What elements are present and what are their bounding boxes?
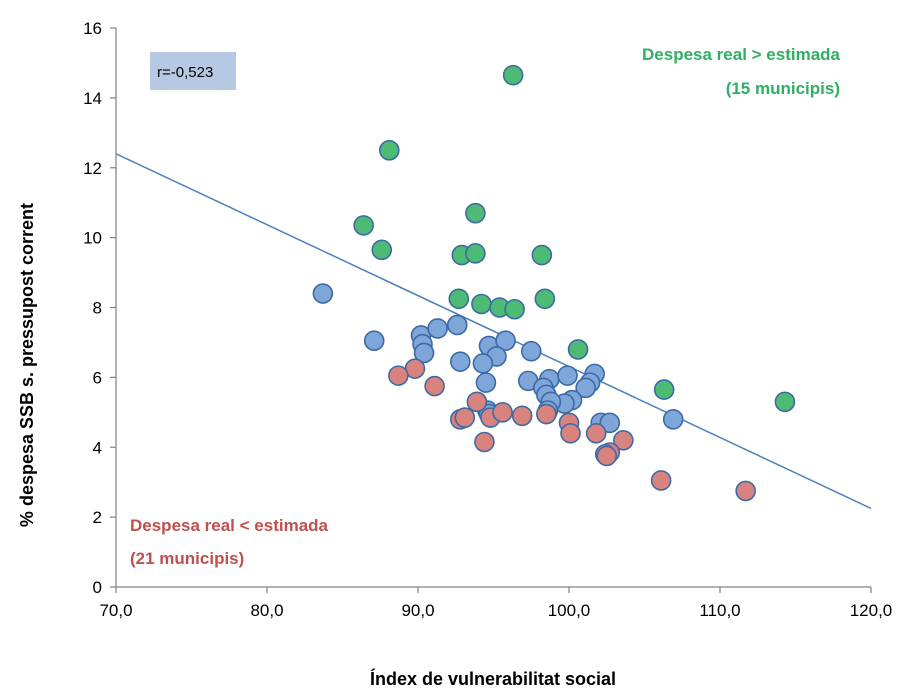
x-tick-label: 120,0 — [850, 601, 893, 620]
y-tick-label: 16 — [83, 19, 102, 38]
x-tick-label: 70,0 — [99, 601, 132, 620]
data-point-below — [474, 431, 495, 453]
data-point-below — [613, 429, 634, 451]
data-point-below — [466, 391, 488, 413]
y-tick-label: 14 — [83, 89, 102, 108]
data-point-near — [557, 365, 578, 386]
data-point-above — [653, 379, 675, 400]
y-tick-label: 0 — [93, 578, 102, 597]
data-point-above — [504, 298, 525, 320]
data-point-below — [424, 375, 445, 397]
annotation-below-line1: Despesa real < estimada — [130, 516, 329, 535]
x-tick-labels: 70,0 80,0 90,0 100,0 110,0 120,0 — [99, 587, 892, 620]
data-point-above — [379, 139, 400, 161]
annotation-above-line1: Despesa real > estimada — [642, 45, 841, 64]
data-point-above — [353, 215, 374, 236]
data-point-above — [567, 339, 589, 360]
data-point-below — [454, 407, 476, 428]
annotation-above-line2: (15 municipis) — [726, 79, 840, 98]
y-tick-label: 8 — [93, 299, 102, 318]
x-tick-label: 80,0 — [250, 601, 283, 620]
y-axis-title: % despesa SSB s. pressupost corrent — [17, 203, 37, 527]
data-point-below — [560, 422, 581, 444]
data-point-near — [495, 330, 516, 351]
data-point-below — [585, 422, 607, 444]
data-point-below — [650, 470, 672, 491]
correlation-label: r=-0,523 — [157, 64, 213, 81]
x-tick-label: 110,0 — [699, 601, 740, 620]
data-point-below — [596, 445, 618, 467]
scatter-points — [312, 64, 796, 502]
y-tick-label: 6 — [93, 368, 102, 387]
data-point-near — [599, 412, 621, 434]
correlation-label-box — [150, 52, 236, 90]
y-tick-label: 12 — [83, 159, 102, 178]
x-tick-label: 90,0 — [401, 601, 434, 620]
data-point-below — [492, 402, 513, 423]
data-point-near — [472, 353, 494, 374]
data-point-above — [371, 239, 393, 261]
data-point-above — [774, 391, 796, 413]
data-point-below — [536, 403, 557, 425]
y-tick-labels: 0 2 4 6 8 10 12 14 16 — [83, 19, 116, 597]
data-point-above — [465, 243, 486, 264]
data-point-above — [531, 244, 553, 266]
y-tick-label: 2 — [93, 508, 102, 527]
data-point-below — [511, 405, 533, 427]
x-tick-label: 100,0 — [548, 601, 591, 620]
x-axis-title: Índex de vulnerabilitat social — [370, 668, 616, 689]
data-point-near — [312, 283, 334, 304]
data-point-above — [534, 288, 556, 310]
data-point-near — [427, 318, 448, 339]
data-point-near — [662, 408, 684, 430]
trendline — [115, 153, 872, 510]
data-point-near — [449, 351, 471, 372]
y-tick-label: 10 — [83, 229, 102, 248]
data-point-near — [475, 372, 497, 393]
data-point-above — [471, 293, 492, 315]
data-point-near — [575, 377, 596, 399]
annotation-below-line2: (21 municipis) — [130, 549, 244, 568]
y-tick-label: 4 — [93, 438, 102, 457]
data-point-below — [735, 480, 756, 502]
data-point-near — [413, 342, 435, 364]
data-point-near — [520, 340, 542, 362]
data-point-above — [502, 64, 524, 86]
data-point-below — [388, 365, 409, 386]
data-point-above — [465, 202, 486, 224]
data-point-near — [446, 314, 468, 336]
data-point-near — [363, 330, 385, 351]
data-point-above — [448, 288, 470, 310]
